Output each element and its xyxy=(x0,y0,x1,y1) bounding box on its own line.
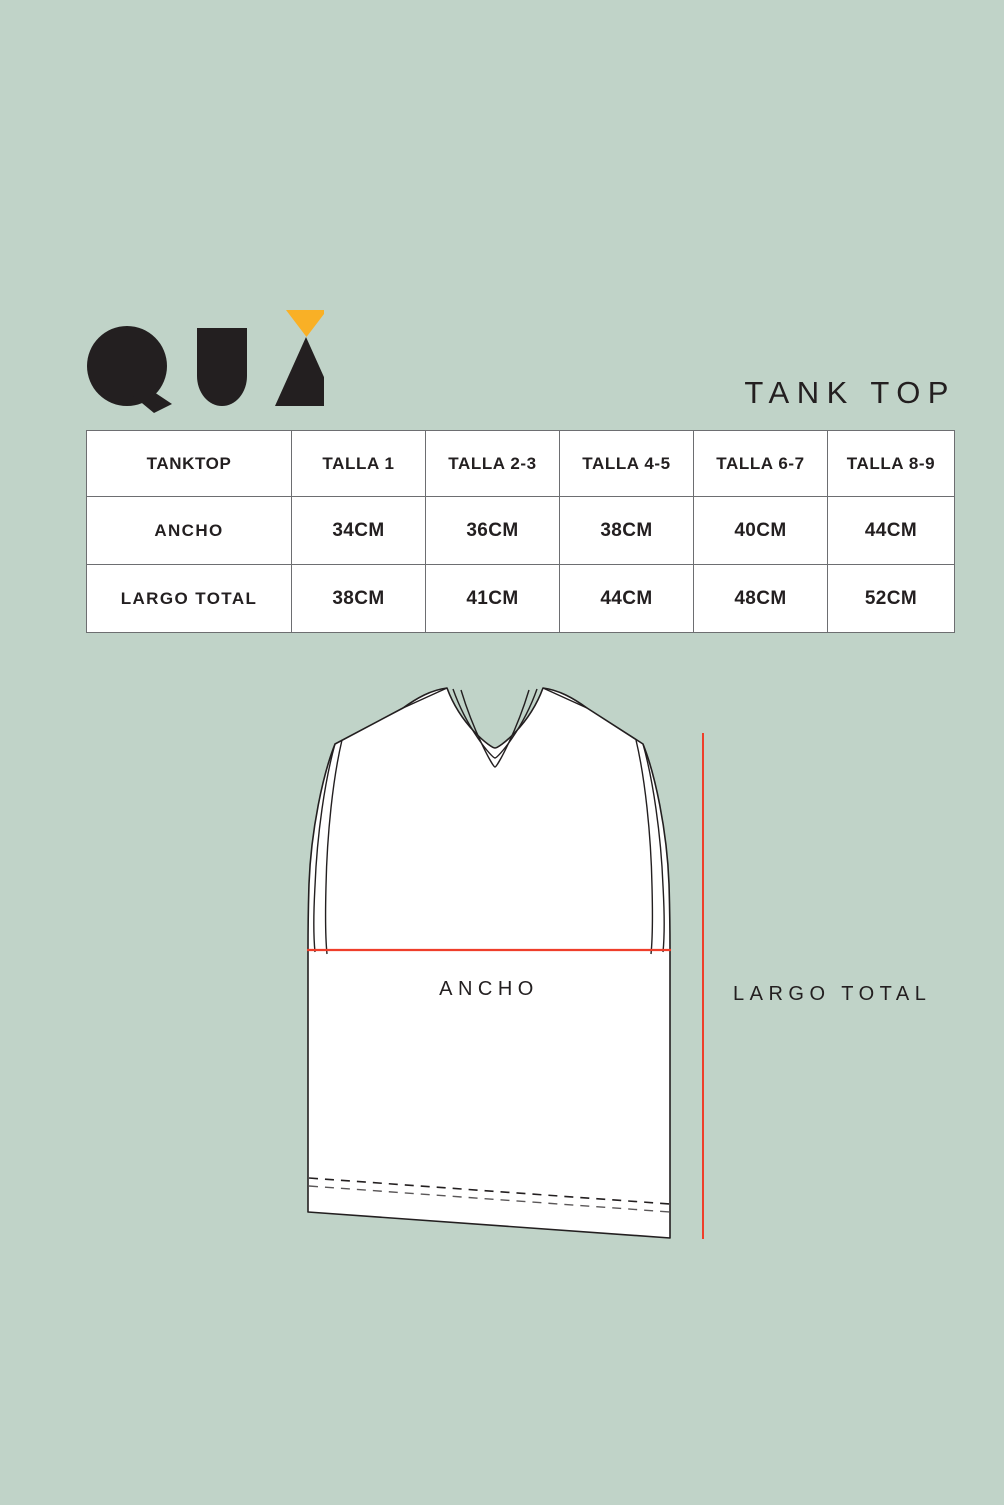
cell-largo-talla-6-7: 48CM xyxy=(693,564,828,633)
logo-accent-triangle-icon xyxy=(286,310,324,337)
row-label-largo-total: LARGO TOTAL xyxy=(86,564,292,633)
row-label-ancho: ANCHO xyxy=(86,496,292,565)
table-row-ancho: ANCHO 34CM 36CM 38CM 40CM 44CM xyxy=(86,496,955,565)
cell-largo-talla-2-3: 41CM xyxy=(425,564,560,633)
measure-label-ancho: ANCHO xyxy=(439,978,539,1000)
shoulder-seam-left xyxy=(402,687,448,709)
table-header-cell-talla-8-9: TALLA 8-9 xyxy=(827,430,955,497)
neckline-rib-line-2 xyxy=(460,689,530,768)
page-title: TANK TOP xyxy=(744,375,956,410)
brand-logo xyxy=(84,308,324,413)
cell-ancho-talla-2-3: 36CM xyxy=(425,496,560,565)
logo-letter-a-icon xyxy=(275,337,324,406)
table-header-cell-talla-2-3: TALLA 2-3 xyxy=(425,430,560,497)
armhole-edge-right xyxy=(635,739,654,955)
armhole-rib-right xyxy=(642,743,665,953)
table-header-cell-talla-4-5: TALLA 4-5 xyxy=(559,430,694,497)
cell-largo-talla-1: 38CM xyxy=(291,564,426,633)
cell-largo-talla-8-9: 52CM xyxy=(827,564,955,633)
table-row-largo-total: LARGO TOTAL 38CM 41CM 44CM 48CM 52CM xyxy=(86,564,955,633)
cell-largo-talla-4-5: 44CM xyxy=(559,564,694,633)
logo-letter-u-icon xyxy=(197,328,247,406)
cell-ancho-talla-6-7: 40CM xyxy=(693,496,828,565)
table-header-row: TANKTOP TALLA 1 TALLA 2-3 TALLA 4-5 TALL… xyxy=(86,430,955,497)
hem-stitch-line-inner xyxy=(308,1185,671,1213)
measure-line-largo-total xyxy=(702,733,704,1239)
size-chart-table: TANKTOP TALLA 1 TALLA 2-3 TALLA 4-5 TALL… xyxy=(86,430,955,633)
garment-outline xyxy=(307,687,671,1239)
armhole-rib-left xyxy=(313,743,336,953)
cell-ancho-talla-4-5: 38CM xyxy=(559,496,694,565)
neckline-rib-line-1 xyxy=(452,688,538,759)
table-header-cell-talla-1: TALLA 1 xyxy=(291,430,426,497)
cell-ancho-talla-8-9: 44CM xyxy=(827,496,955,565)
table-header-cell-garment: TANKTOP xyxy=(86,430,292,497)
armhole-edge-left xyxy=(324,739,343,955)
cell-ancho-talla-1: 34CM xyxy=(291,496,426,565)
logo-letter-q-icon xyxy=(87,326,172,413)
shoulder-seam-right xyxy=(542,687,588,709)
measure-label-largo-total: LARGO TOTAL xyxy=(733,983,932,1005)
hem-stitch-line-outer xyxy=(308,1177,671,1205)
table-header-cell-talla-6-7: TALLA 6-7 xyxy=(693,430,828,497)
tank-top-illustration xyxy=(295,670,695,1255)
